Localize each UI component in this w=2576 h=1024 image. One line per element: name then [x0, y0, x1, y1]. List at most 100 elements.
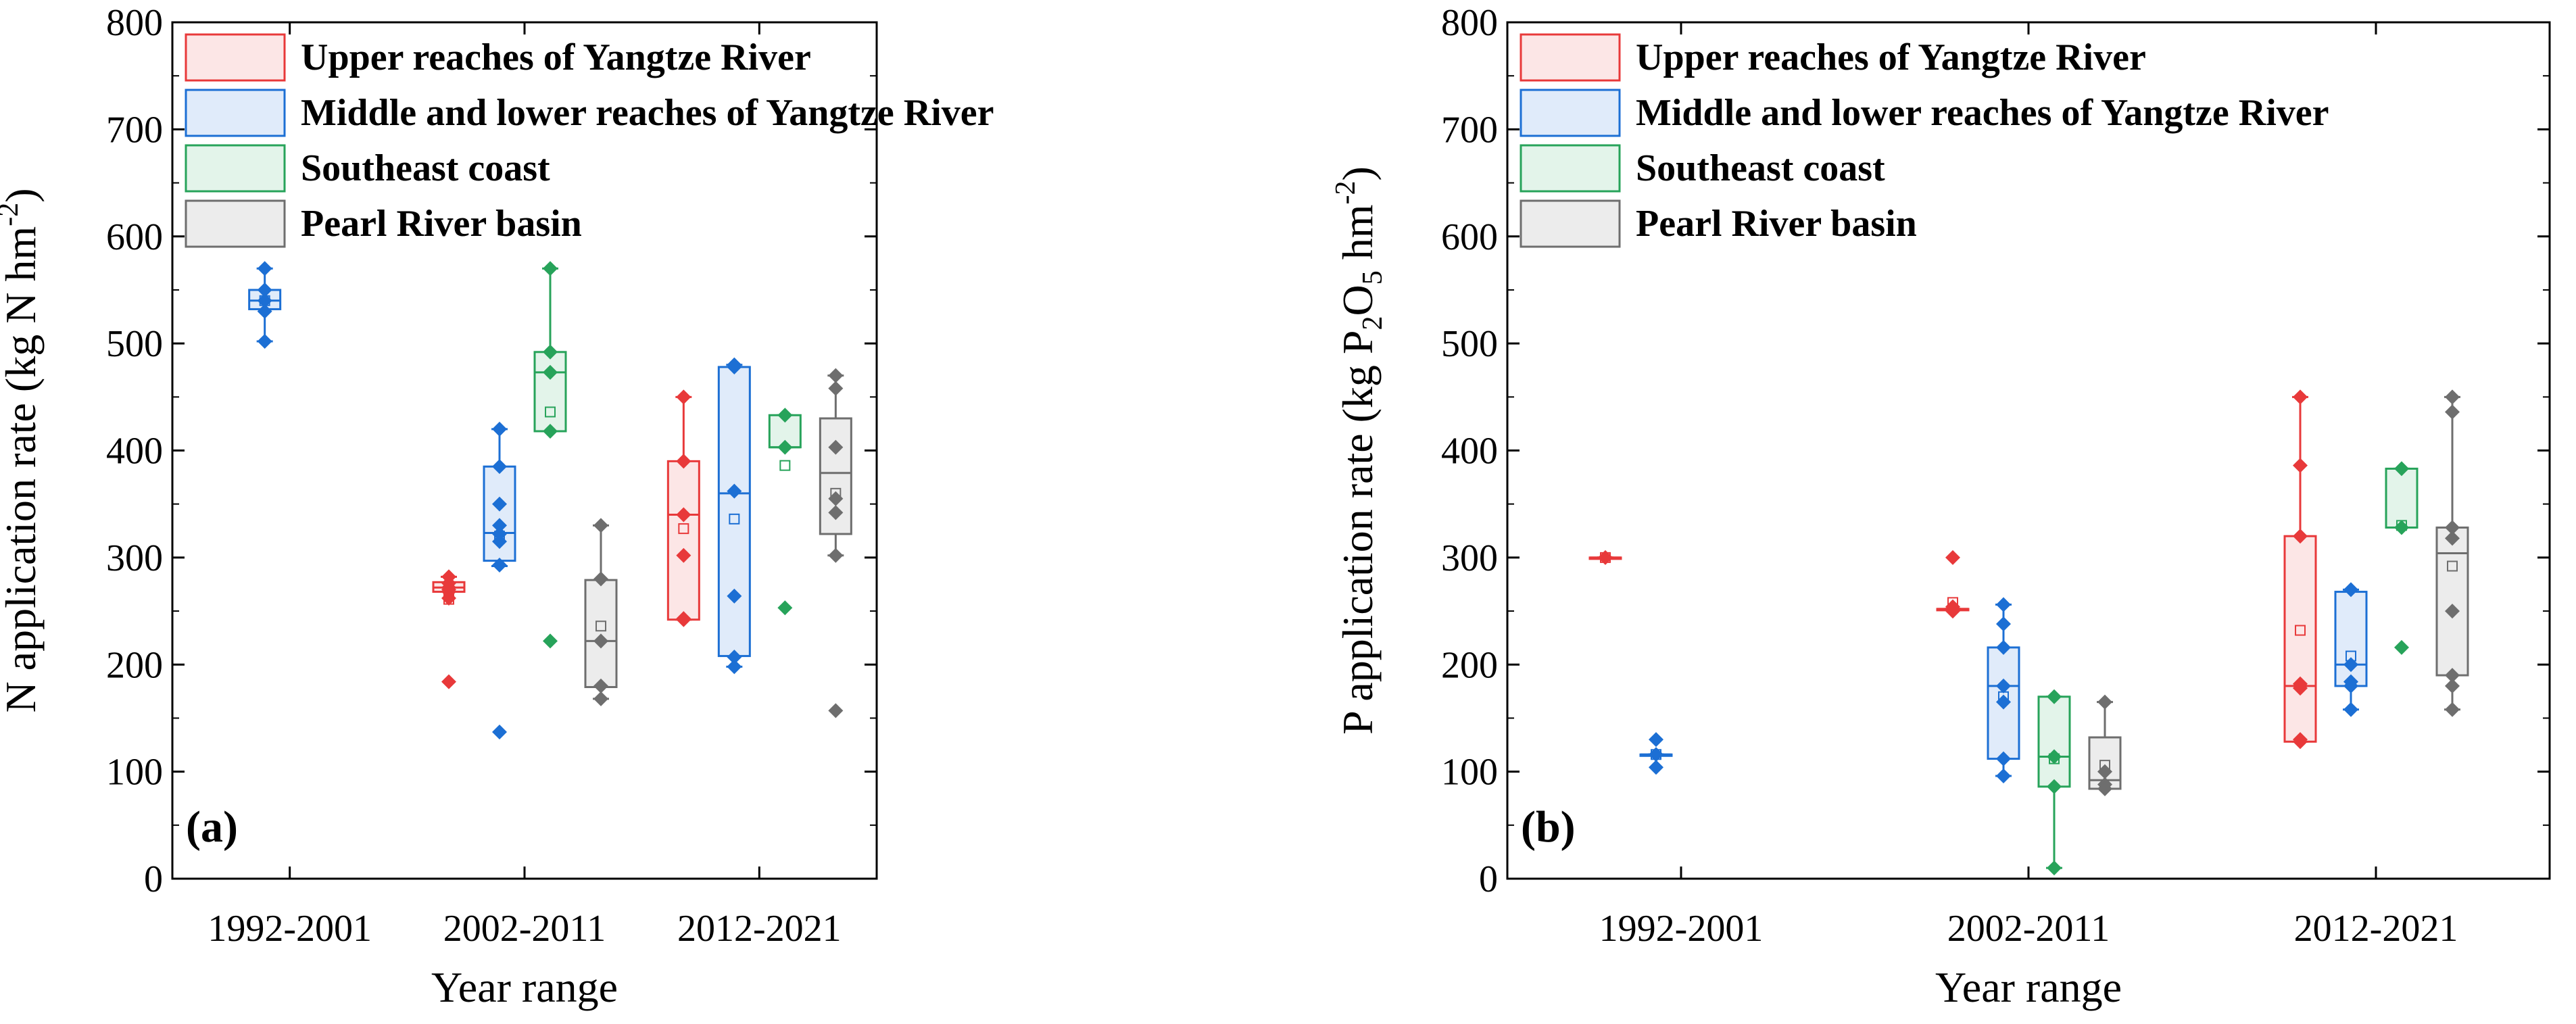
iqr-box	[717, 366, 751, 658]
data-point	[492, 527, 507, 542]
data-point	[1996, 751, 2011, 766]
data-point	[828, 368, 844, 383]
data-point	[2293, 732, 2308, 748]
data-point	[257, 282, 272, 297]
x-axis-label: Year range	[431, 963, 618, 1011]
data-point	[543, 261, 558, 276]
y-tick-label: 400	[106, 431, 163, 472]
data-point	[828, 439, 844, 455]
panel-label: (a)	[186, 802, 238, 852]
box-group	[666, 389, 700, 627]
legend-entry: Middle and lower reaches of Yangtze Rive…	[1636, 92, 2329, 134]
data-point	[492, 459, 507, 474]
legend-swatch	[185, 89, 286, 137]
data-point	[2293, 389, 2308, 405]
box-group	[717, 357, 751, 675]
y-tick-label: 800	[1441, 2, 1498, 44]
box-group	[2435, 389, 2469, 717]
data-point	[2343, 674, 2358, 689]
legend-entry: Southeast coast	[1636, 147, 1885, 189]
data-point	[2394, 639, 2409, 655]
data-point	[492, 518, 507, 533]
y-tick-label: 500	[1441, 323, 1498, 365]
legend-swatch	[1520, 33, 1621, 82]
mean-marker	[729, 513, 740, 525]
y-tick-label: 500	[106, 323, 163, 365]
iqr-box	[2037, 696, 2071, 788]
data-point	[593, 571, 608, 587]
x-tick-label: 2012-2021	[2294, 908, 2458, 950]
data-point	[257, 293, 272, 308]
data-point	[676, 547, 691, 563]
mean-marker	[596, 620, 606, 632]
legend-entry: Upper reaches of Yangtze River	[301, 36, 811, 78]
y-tick-label: 0	[144, 858, 163, 900]
data-point	[593, 518, 608, 533]
data-point	[828, 703, 844, 718]
data-point	[727, 357, 742, 372]
data-point	[828, 491, 844, 506]
data-point	[2047, 860, 2062, 876]
x-tick-label: 2002-2011	[443, 908, 606, 950]
data-point	[257, 261, 272, 276]
data-point	[676, 611, 691, 627]
legend-entry: Upper reaches of Yangtze River	[1636, 36, 2146, 78]
mean-marker	[779, 460, 791, 471]
iqr-box	[584, 579, 618, 689]
data-point	[2293, 458, 2308, 473]
box-group	[1987, 597, 2020, 783]
data-point	[2394, 520, 2409, 535]
y-tick-label: 800	[106, 2, 163, 44]
data-point	[777, 439, 793, 455]
data-point	[492, 557, 507, 572]
box-group	[2283, 389, 2317, 750]
data-point	[1945, 550, 1960, 565]
panel-a: 0 100 200 300 400 500 600 700 800 1992-2001 2002-2…	[0, 2, 994, 1011]
x-axis-label: Year range	[1935, 963, 2122, 1011]
y-tick-label: 100	[1441, 752, 1498, 794]
data-point	[2445, 668, 2460, 683]
iqr-box	[2385, 467, 2419, 529]
data-point	[1996, 616, 2011, 632]
iqr-box	[2283, 535, 2317, 743]
data-point	[543, 344, 558, 360]
box-group	[2334, 582, 2368, 717]
mean-marker	[678, 523, 689, 535]
data-point	[1649, 732, 1663, 748]
box-group	[533, 261, 567, 649]
data-point	[2097, 777, 2112, 792]
box-group	[584, 518, 618, 706]
data-point	[492, 421, 507, 437]
y-tick-label: 700	[1441, 109, 1498, 151]
x-tick-label: 2002-2011	[1947, 908, 2110, 950]
iqr-box	[666, 460, 700, 621]
data-point	[492, 534, 507, 550]
panel-label: (b)	[1521, 802, 1576, 852]
legend-swatch	[1520, 89, 1621, 137]
data-point	[1945, 599, 1960, 614]
legend-swatch	[185, 33, 286, 82]
data-point	[1996, 597, 2011, 612]
data-point	[727, 650, 742, 665]
y-tick-label: 600	[106, 216, 163, 258]
x-tick-label: 2012-2021	[677, 908, 842, 950]
data-point	[2047, 779, 2062, 794]
data-point	[2097, 764, 2112, 779]
y-axis-label: P application rate (kg P2O5 hm-2)	[1330, 166, 1388, 735]
legend-swatch	[185, 144, 286, 193]
data-point	[257, 333, 272, 349]
legend-swatch	[1520, 144, 1621, 193]
data-point	[828, 381, 844, 396]
box-group	[1639, 732, 1673, 775]
data-point	[727, 483, 742, 499]
iqr-box	[2435, 527, 2469, 677]
x-tick-label: 1992-2001	[1599, 908, 1764, 950]
data-point	[2047, 689, 2062, 704]
box-group	[819, 368, 852, 718]
data-point	[2445, 604, 2460, 619]
legend-entry: Pearl River basin	[1636, 203, 1917, 245]
data-point	[828, 505, 844, 520]
data-point	[2445, 678, 2460, 693]
data-point	[1649, 747, 1663, 762]
